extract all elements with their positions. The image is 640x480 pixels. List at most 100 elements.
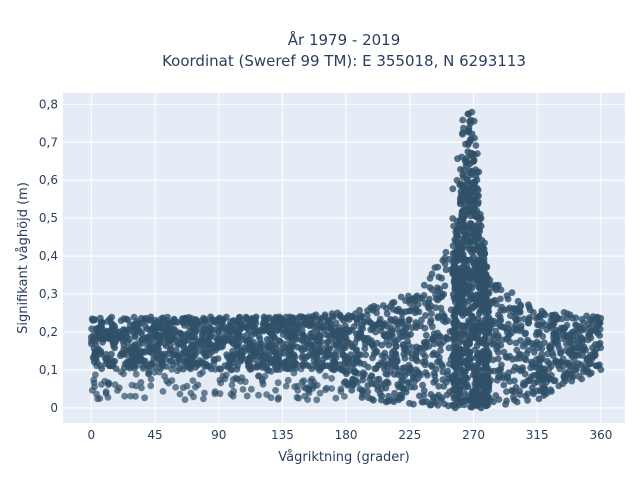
data-point [575, 372, 583, 380]
data-point [322, 386, 329, 394]
data-point [506, 338, 514, 346]
data-point [552, 357, 560, 364]
data-point [472, 142, 480, 149]
data-point [496, 322, 504, 330]
data-point [194, 320, 202, 328]
data-point [138, 329, 145, 336]
data-point [515, 365, 522, 373]
data-point [291, 383, 299, 391]
data-point [444, 367, 452, 375]
data-point [335, 338, 343, 345]
data-point [216, 376, 224, 384]
data-point [184, 336, 192, 344]
data-point [418, 316, 425, 324]
data-point [287, 348, 295, 356]
data-point [453, 176, 461, 184]
data-point [248, 385, 255, 393]
data-point [186, 319, 194, 326]
data-point [368, 372, 376, 380]
data-point [239, 386, 247, 393]
data-point [96, 332, 103, 340]
data-point [105, 381, 112, 388]
data-point [550, 377, 558, 385]
data-point [484, 316, 491, 324]
data-point [407, 307, 414, 314]
data-point [275, 352, 283, 360]
data-point [327, 364, 335, 372]
data-point [506, 377, 513, 385]
data-point [398, 372, 406, 380]
y-tick-label: 0,1 [39, 363, 58, 377]
data-point [297, 365, 305, 373]
data-point [456, 195, 464, 202]
data-point [147, 382, 155, 390]
data-point [239, 336, 247, 343]
data-point [511, 396, 518, 404]
data-point [547, 363, 555, 370]
data-point [526, 306, 534, 314]
data-point [302, 385, 310, 392]
data-point [344, 338, 352, 346]
data-point [314, 348, 322, 356]
data-point [132, 392, 139, 400]
y-tick-label: 0,6 [39, 173, 58, 187]
data-point [209, 316, 217, 324]
data-point [332, 348, 340, 356]
data-point [241, 378, 249, 386]
data-point [533, 364, 540, 371]
data-point [343, 368, 350, 376]
data-point [587, 360, 595, 367]
data-point [530, 390, 537, 398]
data-point [459, 130, 466, 138]
data-point [490, 317, 498, 325]
data-point [451, 404, 459, 412]
data-point [464, 177, 471, 185]
data-point [211, 365, 219, 373]
data-point [513, 325, 521, 333]
x-tick-label: 315 [526, 428, 549, 442]
data-point [97, 351, 105, 358]
data-point [573, 366, 580, 374]
data-point [457, 245, 465, 252]
data-point [165, 319, 173, 327]
data-point [111, 381, 119, 389]
data-point [410, 372, 418, 379]
data-point [435, 383, 443, 390]
data-point [357, 351, 364, 359]
data-point [237, 353, 245, 361]
data-point [194, 337, 202, 345]
data-point [470, 323, 478, 331]
data-point [467, 396, 475, 404]
data-point [261, 372, 269, 380]
data-point [525, 301, 532, 309]
data-point [328, 375, 335, 382]
data-point [497, 295, 504, 303]
x-tick-label: 0 [87, 428, 95, 442]
data-point [387, 316, 394, 323]
data-point [211, 390, 219, 398]
data-point [215, 322, 223, 329]
data-point [315, 331, 323, 339]
data-point [454, 392, 462, 400]
data-point [250, 318, 258, 326]
data-point [373, 347, 380, 355]
data-point [281, 350, 288, 357]
data-point [422, 331, 430, 339]
data-point [182, 362, 190, 370]
data-point [88, 315, 96, 323]
data-point [427, 362, 435, 369]
data-point [441, 282, 449, 290]
data-point [111, 339, 119, 347]
data-point [153, 318, 161, 326]
data-point [390, 371, 398, 378]
data-point [388, 349, 396, 357]
data-point [306, 362, 314, 370]
data-point [427, 316, 435, 324]
data-point [497, 365, 505, 373]
data-point [398, 321, 406, 328]
data-point [95, 345, 102, 353]
data-point [434, 314, 442, 322]
data-point [200, 329, 208, 337]
data-point [348, 386, 356, 394]
data-point [90, 376, 98, 384]
